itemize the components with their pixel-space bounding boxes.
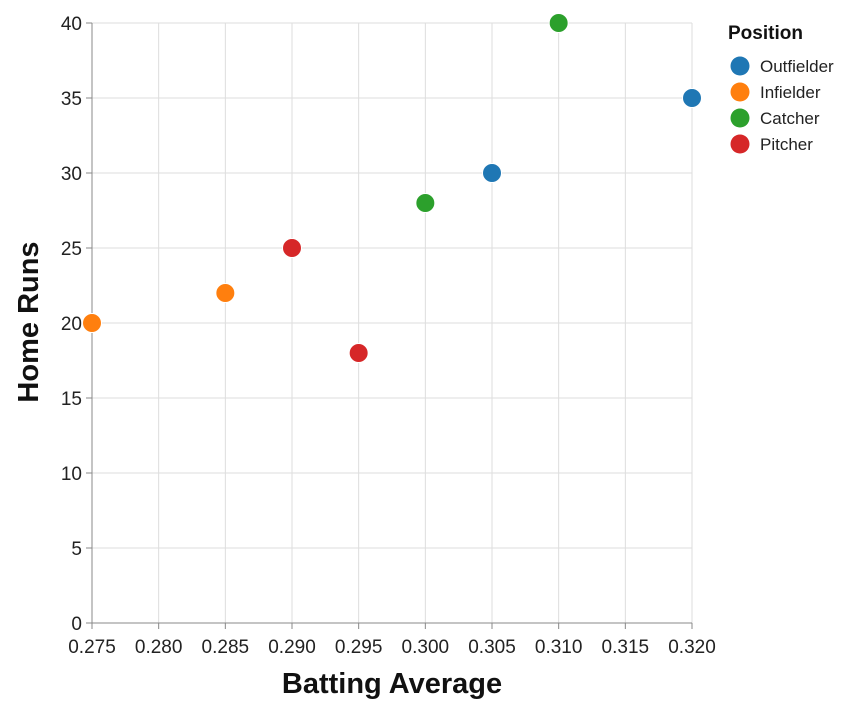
outfielder-legend-symbol [730, 56, 750, 76]
grid [91, 22, 693, 624]
x-tick-label: 0.305 [468, 637, 516, 658]
legend-item-pitcher: Pitcher [760, 135, 813, 154]
x-tick-label: 0.300 [402, 637, 450, 658]
x-tick-label: 0.280 [135, 637, 183, 658]
x-tick-label: 0.320 [668, 637, 716, 658]
y-tick-label: 20 [61, 314, 82, 335]
outfielder-point [682, 88, 702, 108]
x-tick-label: 0.315 [602, 637, 650, 658]
catcher-point [415, 193, 436, 213]
y-tick-label: 5 [71, 539, 82, 560]
legend-item-infielder: Infielder [760, 83, 821, 102]
pitcher-point [282, 238, 302, 258]
legend-item-outfielder: Outfielder [760, 57, 834, 76]
infielder-point [82, 313, 102, 333]
legend-title: Position [728, 23, 803, 44]
catcher-point [548, 13, 569, 33]
data-points [82, 13, 702, 363]
y-tick-label: 40 [61, 14, 82, 35]
x-tick-label: 0.285 [202, 637, 250, 658]
legend: Position Outfielder Infielder Catcher Pitch… [728, 23, 834, 154]
catcher-legend-symbol [730, 108, 750, 128]
y-tick-label: 35 [61, 89, 82, 110]
x-axis-title: Batting Average [282, 668, 502, 700]
y-axis-ticks: 0 5 10 15 20 25 30 35 40 [61, 14, 92, 635]
infielder-legend-symbol [730, 82, 750, 102]
infielder-point [215, 283, 236, 303]
x-tick-label: 0.295 [335, 637, 383, 658]
pitcher-point [348, 343, 369, 363]
y-tick-label: 15 [61, 389, 82, 410]
y-axis-title: Home Runs [13, 241, 45, 402]
legend-items: Outfielder Infielder Catcher Pitcher [730, 56, 834, 154]
y-tick-label: 25 [61, 239, 82, 260]
x-tick-label: 0.310 [535, 637, 583, 658]
y-tick-label: 10 [61, 464, 82, 485]
x-tick-label: 0.275 [68, 637, 116, 658]
legend-item-catcher: Catcher [760, 109, 820, 128]
y-tick-label: 30 [61, 164, 82, 185]
x-tick-label: 0.290 [268, 637, 316, 658]
pitcher-legend-symbol [730, 134, 750, 154]
x-axis-ticks: 0.275 0.280 0.285 0.290 0.295 0.300 0.305 0.310… [68, 623, 716, 658]
outfielder-point [482, 163, 502, 183]
y-tick-label: 0 [71, 614, 82, 635]
